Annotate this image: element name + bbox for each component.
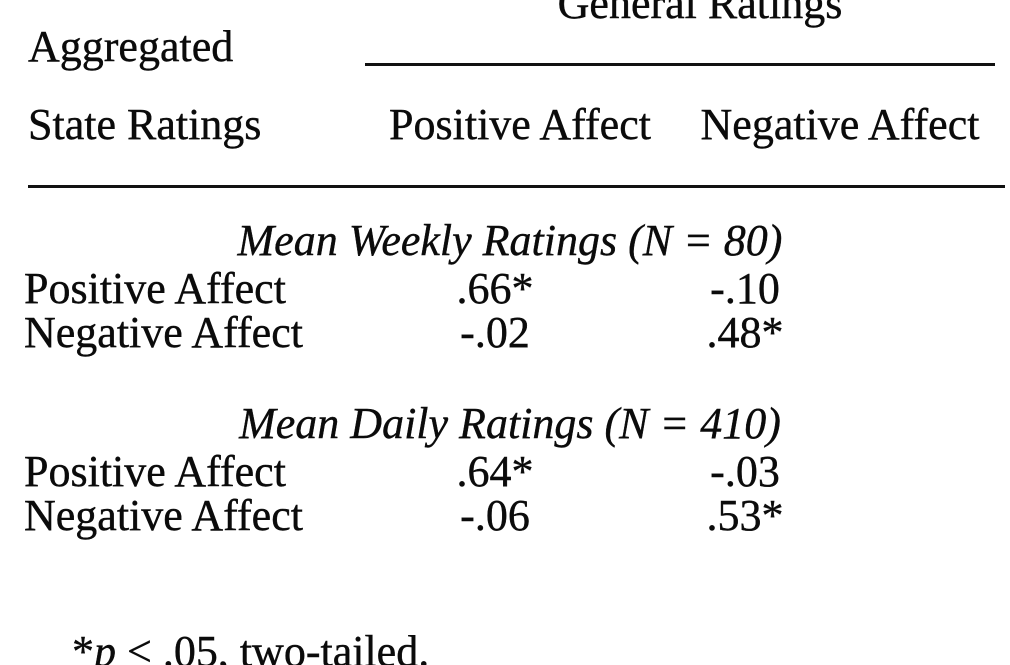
footnote-significance-marker: * <box>72 627 94 665</box>
table-footnote: *p < .05, two-tailed. <box>28 586 430 665</box>
column-header-positive-affect: Positive Affect <box>389 100 651 149</box>
cell-daily-pa-na: -.03 <box>710 447 780 496</box>
row-label-negative-affect: Negative Affect <box>24 308 303 357</box>
cell-weekly-pa-pa: .66* <box>456 264 534 313</box>
cell-weekly-pa-na: -.10 <box>710 264 780 313</box>
footnote-p-symbol: p <box>94 627 116 665</box>
section-title-daily: Mean Daily Ratings (N = 410) <box>239 399 781 448</box>
stub-header-line1: Aggregated <box>28 22 234 71</box>
row-label-negative-affect: Negative Affect <box>24 491 303 540</box>
section-title-weekly: Mean Weekly Ratings (N = 80) <box>237 216 783 265</box>
cell-weekly-na-na: .48* <box>706 308 784 357</box>
cell-daily-pa-pa: .64* <box>456 447 534 496</box>
column-header-negative-affect: Negative Affect <box>700 100 980 149</box>
cell-daily-na-na: .53* <box>706 491 784 540</box>
table-row: Negative Affect -.06 .53* <box>0 491 1010 540</box>
stub-header-line2: State Ratings <box>28 100 262 149</box>
table-row: Negative Affect -.02 .48* <box>0 308 1010 357</box>
table-row: Positive Affect .64* -.03 <box>0 447 1010 496</box>
column-spanner-header: General Ratings <box>557 0 843 28</box>
row-label-positive-affect: Positive Affect <box>24 264 286 313</box>
column-header-row: State Ratings Positive Affect Negative A… <box>0 100 1010 149</box>
row-label-positive-affect: Positive Affect <box>24 447 286 496</box>
cell-daily-na-pa: -.06 <box>460 491 530 540</box>
footnote-text: < .05, two-tailed. <box>116 627 430 665</box>
table-row: Positive Affect .66* -.10 <box>0 264 1010 313</box>
cell-weekly-na-pa: -.02 <box>460 308 530 357</box>
spanner-rule <box>365 63 995 66</box>
header-rule <box>28 185 1005 188</box>
